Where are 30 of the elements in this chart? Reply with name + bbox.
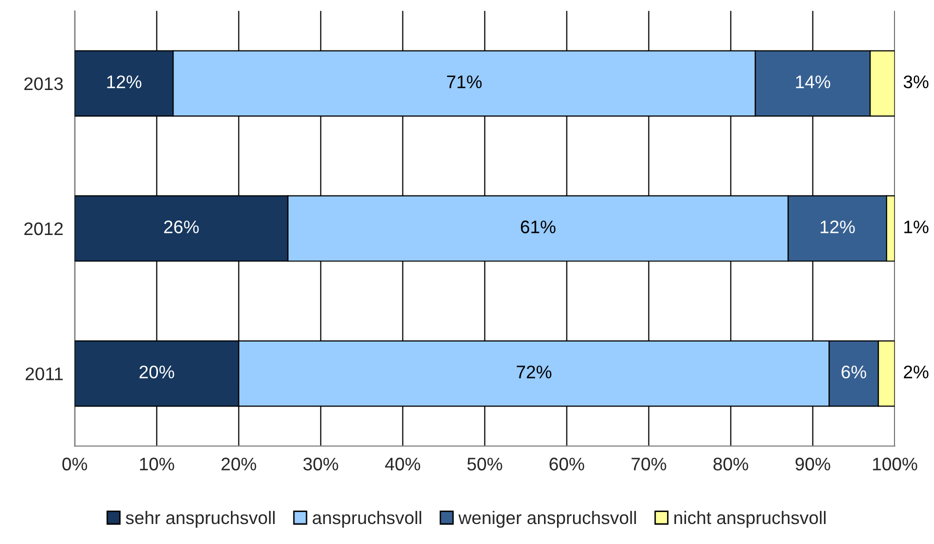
data-label: 2% <box>904 366 928 378</box>
data-label: 61% <box>520 220 556 234</box>
data-label: 12% <box>820 220 855 234</box>
x-tick-label: 60% <box>550 458 584 470</box>
y-tick-label: 2012 <box>24 222 63 236</box>
x-tick-label: 30% <box>303 458 338 470</box>
data-label: 20% <box>140 366 174 378</box>
x-tick-label: 50% <box>467 458 502 470</box>
legend-label: nicht anspruchsvoll <box>674 510 826 528</box>
data-label: 12% <box>107 75 142 88</box>
x-tick-label: 100% <box>873 458 918 470</box>
y-tick-label: 2011 <box>26 367 63 380</box>
legend-label: weniger anspruchsvoll <box>458 510 636 528</box>
y-tick-label: 2013 <box>24 77 63 90</box>
x-tick-label: 10% <box>140 458 174 470</box>
data-label: 71% <box>447 76 482 88</box>
legend-label: anspruchsvoll <box>312 510 422 528</box>
data-label: 6% <box>842 366 866 378</box>
data-label: 3% <box>904 75 928 88</box>
data-label: 14% <box>796 76 830 88</box>
x-tick-label: 90% <box>796 458 830 470</box>
x-tick-label: 80% <box>713 458 748 470</box>
x-tick-label: 70% <box>632 458 666 470</box>
legend-label: sehr anspruchsvoll <box>126 510 275 528</box>
x-tick-label: 0% <box>62 458 88 470</box>
data-label: 72% <box>516 366 552 378</box>
x-tick-label: 40% <box>385 458 420 470</box>
data-label: 26% <box>164 220 199 234</box>
data-label: 1% <box>904 220 928 234</box>
x-tick-label: 20% <box>222 458 256 470</box>
